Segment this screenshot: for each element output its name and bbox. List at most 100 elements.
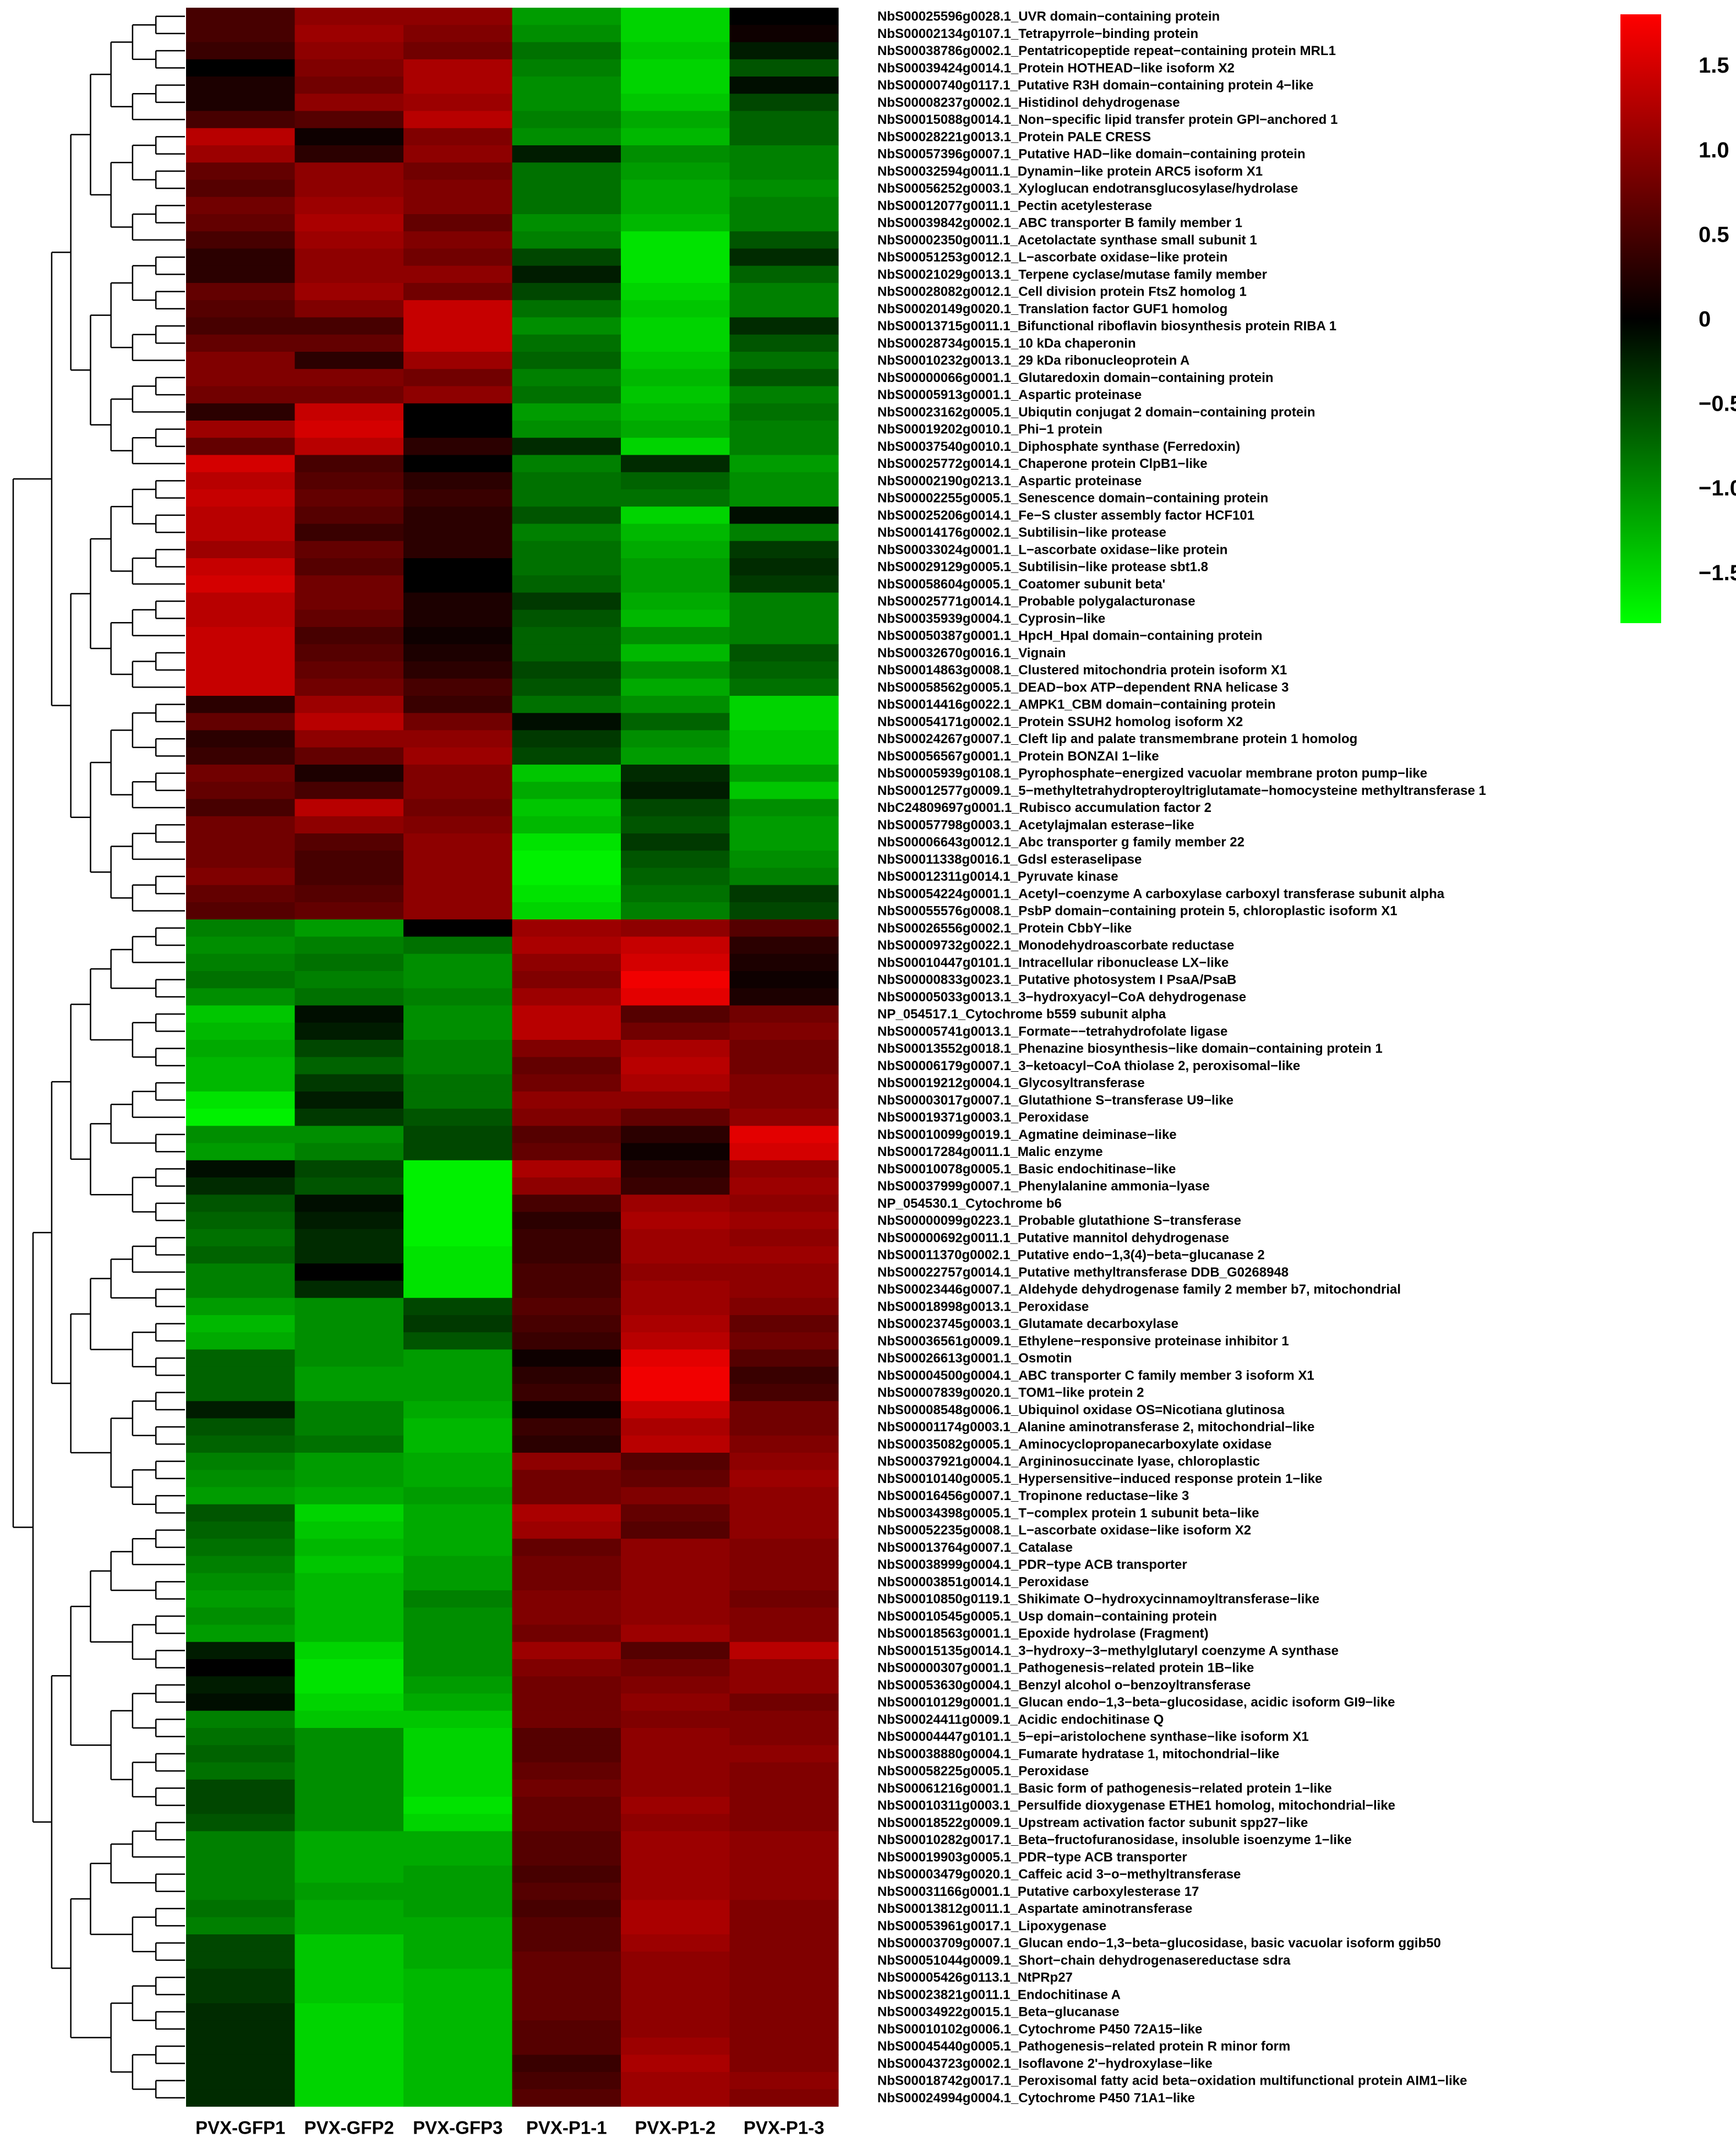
heatmap-cell	[621, 1005, 730, 1023]
heatmap-cell	[294, 1057, 404, 1075]
heatmap-cell	[729, 1745, 839, 1763]
heatmap-cell	[729, 1900, 839, 1918]
heatmap-cell	[729, 8, 839, 25]
gene-label: NbS00002350g0011.1_Acetolactate synthase…	[877, 233, 1257, 248]
heatmap-cell	[294, 1160, 404, 1178]
heatmap-cell	[729, 1676, 839, 1694]
heatmap-cell	[294, 25, 404, 43]
heatmap-cell	[403, 1435, 513, 1453]
heatmap-cell	[294, 1590, 404, 1608]
heatmap-cell	[621, 1659, 730, 1677]
heatmap-cell	[403, 1573, 513, 1591]
heatmap-cell	[403, 1814, 513, 1832]
heatmap-cell	[621, 111, 730, 129]
gene-label: NbS00005939g0108.1_Pyrophosphate−energiz…	[877, 766, 1427, 781]
heatmap-cell	[512, 1418, 621, 1436]
heatmap-cell	[403, 1143, 513, 1161]
heatmap-cell	[186, 661, 296, 679]
heatmap-cell	[294, 1934, 404, 1952]
heatmap-cell	[512, 42, 621, 60]
heatmap-cell	[729, 1470, 839, 1488]
heatmap-cell	[621, 1349, 730, 1367]
gene-label: NbS00002134g0107.1_Tetrapyrrole−binding …	[877, 26, 1198, 41]
heatmap-cell	[186, 1934, 296, 1952]
column-label: PVX-P1-1	[526, 2118, 607, 2138]
heatmap-cell	[403, 919, 513, 937]
heatmap-cell	[294, 1435, 404, 1453]
heatmap-cell	[512, 1642, 621, 1660]
heatmap-cell	[729, 868, 839, 886]
heatmap-cell	[294, 730, 404, 748]
heatmap-cell	[729, 1883, 839, 1901]
heatmap-cell	[729, 334, 839, 352]
heatmap-cell	[294, 644, 404, 662]
gene-label: NbS00028082g0012.1_Cell division protein…	[877, 285, 1247, 299]
heatmap-cell	[294, 678, 404, 696]
heatmap-cell	[729, 1848, 839, 1866]
gene-label: NbS00003851g0014.1_Peroxidase	[877, 1574, 1089, 1589]
heatmap-cell	[729, 524, 839, 542]
gene-label: NbS00033024g0001.1_L−ascorbate oxidase−l…	[877, 542, 1227, 557]
heatmap-cell	[186, 609, 296, 628]
gene-label: NbS00012577g0009.1_5−methyltetrahydropte…	[877, 783, 1486, 798]
heatmap-cell	[621, 1779, 730, 1797]
heatmap-cell	[729, 953, 839, 972]
heatmap-cell	[729, 1522, 839, 1539]
heatmap-cell	[186, 1642, 296, 1660]
gene-label: NbS00055576g0008.1_PsbP domain−containin…	[877, 904, 1397, 919]
gene-label: NbS00057798g0003.1_Acetylajmalan esteras…	[877, 817, 1194, 832]
gene-label: NbS00019212g0004.1_Glycosyltransferase	[877, 1076, 1145, 1090]
gene-label: NbS00056252g0003.1_Xyloglucan endotransg…	[877, 181, 1298, 196]
heatmap-cell	[186, 936, 296, 955]
gene-label: NbS00035939g0004.1_Cyprosin−like	[877, 611, 1105, 626]
heatmap-cell	[512, 317, 621, 335]
heatmap-cell	[621, 94, 730, 112]
heatmap-cell	[729, 1160, 839, 1178]
heatmap-cell	[512, 1659, 621, 1677]
heatmap-cell	[294, 1814, 404, 1832]
heatmap-cell	[621, 1762, 730, 1780]
heatmap-cell	[512, 936, 621, 955]
gene-label: NbS00038880g0004.1_Fumarate hydratase 1,…	[877, 1747, 1279, 1762]
gene-label: NbS00045440g0005.1_Pathogenesis−related …	[877, 2039, 1290, 2054]
heatmap-cell	[512, 765, 621, 782]
heatmap-cell	[512, 94, 621, 112]
heatmap-cell	[403, 1607, 513, 1626]
heatmap-cell	[512, 1487, 621, 1505]
heatmap-cell	[512, 1074, 621, 1092]
heatmap-cell	[186, 300, 296, 318]
heatmap-cell	[729, 179, 839, 198]
heatmap-cell	[729, 558, 839, 576]
heatmap-cell	[621, 248, 730, 266]
heatmap-cell	[621, 1848, 730, 1866]
gene-label: NbS00010282g0017.1_Beta−fructofuranosida…	[877, 1833, 1352, 1847]
heatmap-cell	[403, 111, 513, 129]
heatmap-cell	[186, 1676, 296, 1694]
heatmap-cell	[403, 1315, 513, 1333]
heatmap-cell	[403, 1710, 513, 1728]
heatmap-cell	[403, 265, 513, 283]
heatmap-cell	[294, 765, 404, 782]
heatmap-cell	[621, 661, 730, 679]
heatmap-cell	[403, 1866, 513, 1883]
heatmap-cell	[729, 1779, 839, 1797]
heatmap-cell	[729, 1005, 839, 1023]
heatmap-cell	[403, 713, 513, 731]
gene-label: NbS00019903g0005.1_PDR−type ACB transpor…	[877, 1850, 1187, 1864]
heatmap-cell	[729, 730, 839, 748]
heatmap-cell	[294, 1074, 404, 1092]
heatmap-cell	[403, 1022, 513, 1040]
heatmap-cell	[294, 1522, 404, 1539]
heatmap-cell	[729, 1263, 839, 1282]
heatmap-cell	[403, 1263, 513, 1282]
heatmap-cell	[403, 971, 513, 989]
heatmap-cell	[512, 59, 621, 77]
heatmap-cell	[729, 283, 839, 301]
heatmap-cell	[512, 1297, 621, 1316]
heatmap-cell	[186, 248, 296, 266]
heatmap-cell	[512, 421, 621, 438]
gene-label: NbS00005033g0013.1_3−hydroxyacyl−CoA deh…	[877, 990, 1246, 1005]
heatmap-cell	[729, 1126, 839, 1144]
heatmap-cell	[294, 1212, 404, 1230]
heatmap-cell	[512, 868, 621, 886]
